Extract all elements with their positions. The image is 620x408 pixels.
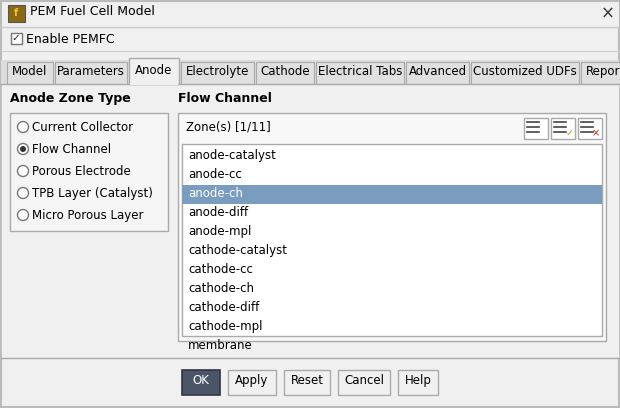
Text: anode-cc: anode-cc: [188, 168, 242, 181]
Text: anode-catalyst: anode-catalyst: [188, 149, 276, 162]
Text: cathode-catalyst: cathode-catalyst: [188, 244, 287, 257]
Text: ×: ×: [601, 5, 615, 23]
Text: anode-mpl: anode-mpl: [188, 225, 251, 238]
Text: f: f: [14, 9, 19, 18]
Text: cathode-cc: cathode-cc: [188, 263, 253, 276]
Bar: [338, 370, 390, 395]
Bar: [1, 60, 619, 84]
Bar: [7, 62, 53, 84]
Bar: [406, 62, 469, 84]
Text: Electrolyte: Electrolyte: [186, 65, 249, 78]
Text: ×: ×: [592, 128, 600, 138]
Text: Cancel: Cancel: [344, 374, 384, 387]
Text: Reports: Reports: [587, 65, 620, 78]
Circle shape: [20, 146, 26, 152]
Text: ✓: ✓: [565, 129, 573, 137]
Bar: [182, 370, 220, 395]
Text: Electrical Tabs: Electrical Tabs: [318, 65, 402, 78]
Bar: [182, 185, 602, 204]
Text: cathode-diff: cathode-diff: [188, 301, 259, 314]
Text: Zone(s) [1/11]: Zone(s) [1/11]: [186, 121, 271, 134]
Bar: [129, 58, 179, 84]
Text: membrane: membrane: [188, 339, 253, 352]
Text: PEM Fuel Cell Model: PEM Fuel Cell Model: [30, 5, 155, 18]
Text: ✓: ✓: [12, 33, 20, 43]
Bar: [256, 62, 314, 84]
Bar: [578, 118, 602, 139]
Text: Help: Help: [405, 374, 432, 387]
Text: cathode-mpl: cathode-mpl: [188, 320, 262, 333]
Bar: [182, 144, 602, 336]
Circle shape: [17, 144, 29, 155]
Circle shape: [17, 166, 29, 177]
Text: anode-diff: anode-diff: [188, 206, 248, 219]
Bar: [1, 1, 619, 27]
Bar: [8, 5, 25, 22]
Text: Current Collector: Current Collector: [32, 121, 133, 134]
Bar: [551, 118, 575, 139]
Bar: [228, 370, 276, 395]
Text: Cathode: Cathode: [260, 65, 310, 78]
Bar: [284, 370, 330, 395]
Text: Flow Channel: Flow Channel: [178, 92, 272, 105]
Text: Flow Channel: Flow Channel: [32, 143, 111, 156]
Text: Reset: Reset: [291, 374, 324, 387]
Bar: [10, 113, 168, 231]
Bar: [11, 33, 22, 44]
Text: Apply: Apply: [236, 374, 268, 387]
Bar: [55, 62, 127, 84]
Bar: [398, 370, 438, 395]
Text: Customized UDFs: Customized UDFs: [473, 65, 577, 78]
Text: TPB Layer (Catalyst): TPB Layer (Catalyst): [32, 187, 153, 200]
Text: Anode Zone Type: Anode Zone Type: [10, 92, 131, 105]
Text: Parameters: Parameters: [57, 65, 125, 78]
Bar: [178, 113, 606, 341]
Bar: [581, 62, 620, 84]
Text: Model: Model: [12, 65, 48, 78]
Text: Advanced: Advanced: [409, 65, 467, 78]
Text: Anode: Anode: [135, 64, 173, 77]
Text: anode-ch: anode-ch: [188, 187, 243, 200]
Text: Micro Porous Layer: Micro Porous Layer: [32, 209, 143, 222]
Text: cathode-ch: cathode-ch: [188, 282, 254, 295]
Text: OK: OK: [193, 374, 210, 387]
Circle shape: [17, 122, 29, 133]
Text: Enable PEMFC: Enable PEMFC: [26, 33, 115, 46]
Bar: [524, 118, 548, 139]
Bar: [316, 62, 404, 84]
Circle shape: [17, 188, 29, 199]
Bar: [130, 83, 178, 85]
Bar: [1, 84, 619, 358]
Text: Porous Electrode: Porous Electrode: [32, 165, 131, 178]
Bar: [181, 62, 254, 84]
Bar: [471, 62, 579, 84]
Circle shape: [17, 209, 29, 220]
